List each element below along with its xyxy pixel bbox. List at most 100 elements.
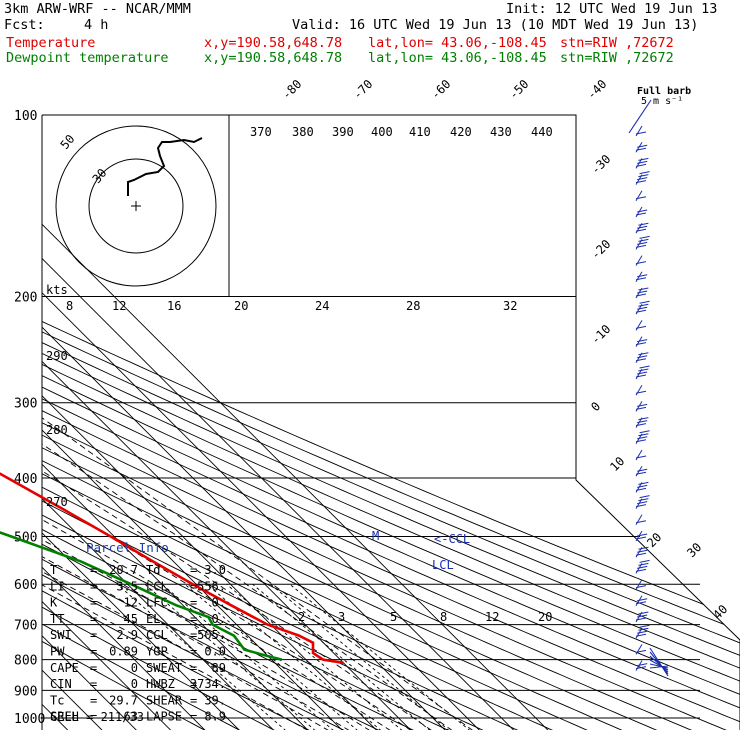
mixing-ratio-line	[289, 583, 471, 730]
moist-adiabat	[42, 354, 330, 730]
pressure-label-100: 100	[14, 109, 37, 124]
barb-flag	[637, 160, 648, 164]
barb-shaft	[635, 190, 643, 202]
level-marker: M	[372, 529, 379, 543]
parcel-key: SREH	[50, 710, 79, 724]
barb-flag	[635, 293, 647, 297]
isotherm-line	[42, 115, 275, 730]
parcel-cell: CELL = 211/33	[50, 710, 144, 724]
init-time: Init: 12 UTC Wed 19 Jun 13	[506, 1, 718, 17]
parcel-row: K = 12 LFC = 0.	[50, 596, 226, 610]
mixing-ratio-line	[226, 583, 403, 730]
wind-barb	[635, 644, 647, 655]
barb-flag	[639, 300, 650, 304]
dry-adiabat	[42, 115, 554, 730]
barb-flag	[637, 598, 648, 602]
dry-adiabat-label: 270	[46, 495, 68, 509]
dry-adiabat	[42, 115, 740, 730]
barb-shaft	[635, 320, 643, 331]
isotherm-line	[42, 115, 549, 730]
isotherm-lines	[42, 115, 549, 730]
dry-adiabat	[42, 115, 485, 730]
parcel-eq: =	[90, 693, 97, 707]
mixing-ratio-line	[161, 583, 335, 730]
hodograph-tick-label: 20	[234, 299, 248, 313]
parcel-value: 0.89	[109, 645, 138, 659]
dry-adiabat	[42, 115, 207, 730]
parcel-row: CAPE = 0 SWEAT = 89	[50, 661, 226, 675]
barb-legend-title: Full barb	[637, 86, 691, 97]
parcel-value: 8.9	[204, 710, 226, 724]
parcel-value: 29.7	[109, 693, 138, 707]
parcel-row: PW = 0.89 YGP = 0.0	[50, 645, 226, 659]
parcel-value: 0.	[212, 596, 226, 610]
parcel-key: CAPE	[50, 661, 79, 675]
isotherm-label: -10	[588, 322, 613, 347]
wind-barb	[635, 384, 647, 396]
wind-barb	[635, 271, 648, 283]
dewpoint-legend-label: Dewpoint temperature	[6, 50, 169, 66]
dry-adiabat	[42, 115, 740, 730]
forecast-label: Fcst:	[4, 17, 45, 33]
wind-barb	[635, 222, 649, 234]
isotherm-line	[42, 115, 241, 730]
parcel-key: SHEAR	[146, 693, 183, 707]
wind-barb	[635, 514, 647, 526]
barb-flag	[635, 601, 647, 605]
dry-adiabat	[42, 115, 241, 730]
barb-shaft	[635, 449, 643, 461]
parcel-value: 2.9	[116, 628, 138, 642]
wind-barb	[635, 320, 647, 331]
parcel-key: SWEAT	[146, 661, 182, 675]
wind-barb	[635, 255, 647, 266]
hodograph-unit: kts	[46, 283, 68, 297]
parcel-eq: =	[190, 628, 197, 642]
wind-barb	[635, 624, 650, 639]
barb-flag	[635, 325, 647, 329]
dry-adiabat	[42, 115, 740, 730]
wind-barb	[635, 611, 649, 623]
wind-barb	[635, 141, 648, 153]
hodograph-tick-label: 12	[112, 299, 126, 313]
level-markers: M <-CCL LCL	[372, 529, 470, 572]
wind-barb	[635, 365, 650, 380]
parcel-value: 3.5	[116, 579, 138, 593]
theta-e-label: 420	[450, 125, 472, 139]
barb-flag	[638, 481, 649, 485]
parcel-key: YGP	[146, 645, 168, 659]
hodograph-ring-label-50: 50	[58, 132, 78, 152]
barb-shaft	[635, 644, 643, 655]
wind-barb	[635, 401, 648, 412]
barb-flag	[635, 439, 647, 443]
parcel-eq: =	[190, 596, 197, 610]
parcel-eq: =	[90, 661, 97, 675]
mixing-ratio-line	[184, 583, 359, 730]
isotherm-line	[42, 115, 412, 730]
forecast-hour: 4 h	[84, 17, 109, 33]
moist-adiabat-lines	[42, 220, 474, 730]
wind-barb	[635, 660, 648, 671]
isotherm-label: -30	[588, 152, 613, 177]
dry-adiabat	[42, 115, 311, 730]
dry-adiabat	[42, 115, 276, 730]
barb-flag	[637, 484, 648, 488]
wind-barb	[635, 595, 648, 607]
pressure-label-200: 200	[14, 291, 37, 306]
parcel-key: EL	[146, 612, 160, 626]
parcel-key: LAPSE	[146, 710, 182, 724]
pressure-label-700: 700	[14, 619, 37, 634]
barb-flag	[639, 430, 650, 434]
barb-flag	[638, 611, 649, 615]
barb-flag	[635, 261, 647, 265]
hodograph-ring-outer	[55, 125, 217, 287]
parcel-row: T = 20.7 Td = 3.0	[50, 563, 226, 577]
dewpoint-series-line	[0, 531, 283, 661]
barb-flag	[635, 277, 647, 281]
parcel-eq: =	[90, 628, 97, 642]
mixing-ratio-label: 12	[485, 610, 499, 624]
barb-flag	[637, 355, 648, 359]
barb-flag	[635, 180, 647, 184]
parcel-value: 12	[124, 596, 138, 610]
dry-adiabat	[42, 115, 450, 730]
barb-flag	[638, 562, 649, 566]
